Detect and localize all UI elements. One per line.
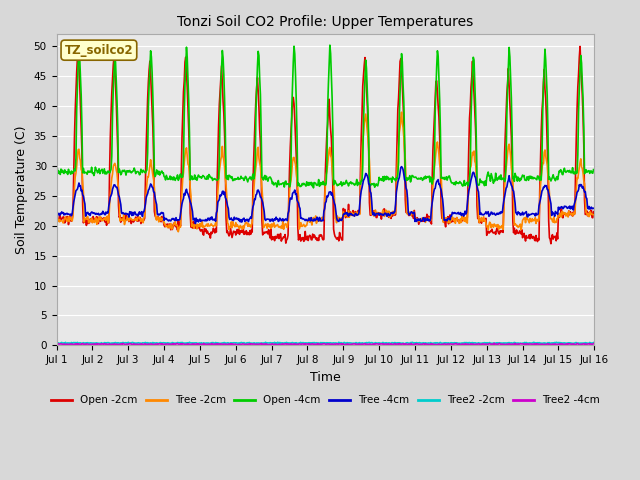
Open -4cm: [589, 167, 597, 172]
Open -2cm: [406, 212, 414, 218]
Tree2 -2cm: [316, 341, 324, 347]
Tree2 -2cm: [62, 341, 70, 347]
Open -2cm: [547, 241, 555, 247]
Tree2 -2cm: [392, 340, 399, 346]
Tree -4cm: [191, 221, 199, 227]
Tree -4cm: [202, 218, 209, 224]
Tree -2cm: [391, 210, 399, 216]
Open -2cm: [52, 217, 60, 223]
Line: Tree -4cm: Tree -4cm: [56, 167, 593, 224]
Tree -2cm: [172, 223, 180, 228]
Tree -4cm: [172, 215, 180, 220]
Tree2 -4cm: [118, 341, 125, 347]
Tree -2cm: [589, 212, 597, 218]
Tree -2cm: [52, 217, 60, 223]
Open -2cm: [74, 43, 82, 49]
Tree2 -4cm: [62, 341, 70, 347]
Tree -2cm: [118, 217, 125, 223]
Tree -4cm: [62, 211, 70, 216]
Legend: Open -2cm, Tree -2cm, Open -4cm, Tree -4cm, Tree2 -2cm, Tree2 -4cm: Open -2cm, Tree -2cm, Open -4cm, Tree -4…: [47, 391, 604, 409]
Tree -4cm: [408, 209, 415, 215]
Tree -4cm: [118, 210, 125, 216]
Tree2 -2cm: [200, 340, 208, 346]
Line: Tree2 -4cm: Tree2 -4cm: [56, 343, 593, 345]
Line: Open -2cm: Open -2cm: [56, 46, 593, 244]
Open -2cm: [118, 217, 126, 223]
Open -2cm: [589, 209, 597, 215]
Tree2 -4cm: [406, 342, 413, 348]
Tree2 -2cm: [589, 340, 597, 346]
Tree -2cm: [62, 216, 70, 222]
Tree2 -2cm: [118, 340, 125, 346]
Open -4cm: [52, 170, 60, 176]
Open -4cm: [200, 174, 208, 180]
Open -4cm: [392, 178, 399, 184]
Tree2 -4cm: [552, 342, 560, 348]
Tree2 -4cm: [172, 341, 180, 347]
X-axis label: Time: Time: [310, 371, 340, 384]
Open -2cm: [173, 223, 180, 229]
Open -4cm: [310, 185, 317, 191]
Title: Tonzi Soil CO2 Profile: Upper Temperatures: Tonzi Soil CO2 Profile: Upper Temperatur…: [177, 15, 474, 29]
Tree2 -2cm: [335, 339, 342, 345]
Text: TZ_soilco2: TZ_soilco2: [65, 44, 133, 57]
Open -4cm: [408, 176, 415, 182]
Tree2 -2cm: [172, 340, 180, 346]
Tree -2cm: [202, 223, 209, 229]
Tree2 -4cm: [490, 340, 498, 346]
Tree -2cm: [408, 212, 415, 218]
Open -4cm: [118, 171, 125, 177]
Open -2cm: [202, 228, 209, 234]
Tree -4cm: [52, 211, 60, 216]
Tree2 -4cm: [390, 341, 398, 347]
Tree -4cm: [589, 205, 597, 211]
Tree -2cm: [175, 229, 182, 235]
Tree -2cm: [397, 109, 405, 115]
Y-axis label: Soil Temperature (C): Soil Temperature (C): [15, 126, 28, 254]
Line: Open -4cm: Open -4cm: [56, 45, 593, 188]
Tree2 -4cm: [589, 341, 597, 347]
Tree -4cm: [391, 209, 399, 215]
Open -4cm: [172, 175, 180, 181]
Tree -4cm: [397, 164, 405, 169]
Tree2 -4cm: [200, 342, 208, 348]
Open -4cm: [326, 42, 333, 48]
Line: Tree2 -2cm: Tree2 -2cm: [56, 342, 593, 344]
Tree2 -2cm: [52, 341, 60, 347]
Open -4cm: [62, 170, 70, 176]
Line: Tree -2cm: Tree -2cm: [56, 112, 593, 232]
Tree2 -2cm: [408, 340, 415, 346]
Open -2cm: [62, 216, 70, 222]
Tree2 -4cm: [52, 340, 60, 346]
Open -2cm: [391, 212, 399, 218]
